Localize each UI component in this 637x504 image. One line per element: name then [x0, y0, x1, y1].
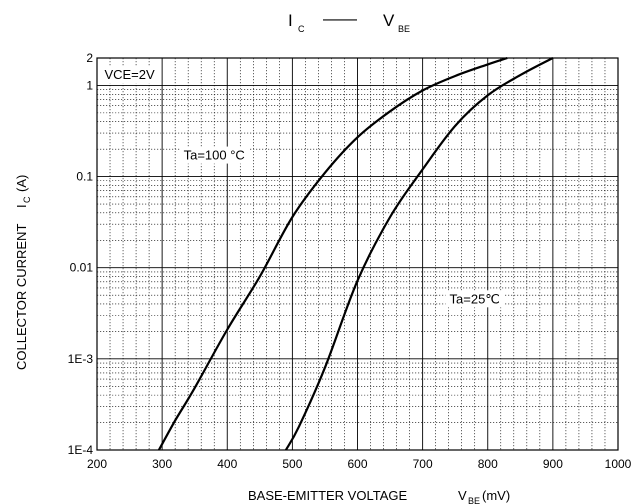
x-tick-label: 900	[543, 457, 563, 471]
y-tick-label: 1	[86, 78, 93, 92]
title-vbe: V	[383, 11, 395, 30]
annotation-background	[179, 146, 249, 164]
x-tick-label: 1000	[605, 457, 632, 471]
x-axis-unit: (mV)	[482, 488, 510, 503]
annotation-label: Ta=25℃	[445, 290, 504, 308]
x-tick-label: 600	[347, 457, 367, 471]
chart-title: I C —— V BE	[288, 9, 410, 34]
y-tick-label: 1E-4	[68, 443, 94, 457]
x-axis-title: BASE-EMITTER VOLTAGE	[248, 488, 407, 503]
x-tick-label: 700	[413, 457, 433, 471]
annotations: VCE=2V Ta=100 °C Ta=25℃	[100, 66, 504, 308]
x-tick-label: 500	[282, 457, 302, 471]
y-axis-title: COLLECTOR CURRENT	[14, 224, 29, 370]
y-tick-label: 0.01	[70, 261, 94, 275]
x-tick-label: 800	[478, 457, 498, 471]
annotation-background	[100, 66, 159, 84]
y-tick-label: 1E-3	[68, 352, 94, 366]
title-vbe-subscript: BE	[398, 24, 410, 34]
curve-ta-25c	[284, 57, 554, 451]
title-ic: I	[288, 11, 293, 30]
annotation-label: Ta=100 °C	[179, 146, 249, 164]
x-axis-label: BASE-EMITTER VOLTAGE V BE (mV)	[248, 488, 510, 504]
y-tick-labels: 1E-4 1E-3 0.01 0.1 1 2	[68, 51, 94, 457]
title-dash: ——	[323, 9, 357, 28]
major-grid	[97, 58, 618, 450]
annotation-label: VCE=2V	[100, 66, 159, 84]
annotation-background	[445, 290, 504, 308]
y-axis-label: COLLECTOR CURRENT I C (A)	[14, 175, 32, 370]
y-tick-label: 2	[86, 51, 93, 65]
annotation-text: Ta=100 °C	[184, 148, 245, 163]
title-ic-subscript: C	[298, 24, 305, 34]
y-axis-symbol-subscript: C	[22, 196, 32, 203]
plot-frame	[96, 57, 619, 451]
y-axis-unit: (A)	[14, 175, 29, 192]
y-tick-label: 0.1	[76, 170, 93, 184]
annotation-text: Ta=25℃	[450, 291, 500, 306]
curve-ta-100c	[157, 56, 508, 451]
x-tick-labels: 200 300 400 500 600 700 800 900 1000	[87, 457, 632, 471]
data-series	[157, 56, 554, 451]
x-axis-symbol: V	[458, 488, 467, 503]
y-axis-symbol: I	[14, 204, 29, 208]
x-tick-label: 400	[217, 457, 237, 471]
x-tick-label: 200	[87, 457, 107, 471]
x-tick-label: 300	[152, 457, 172, 471]
x-axis-symbol-subscript: BE	[468, 496, 480, 504]
annotation-text: VCE=2V	[104, 67, 155, 82]
